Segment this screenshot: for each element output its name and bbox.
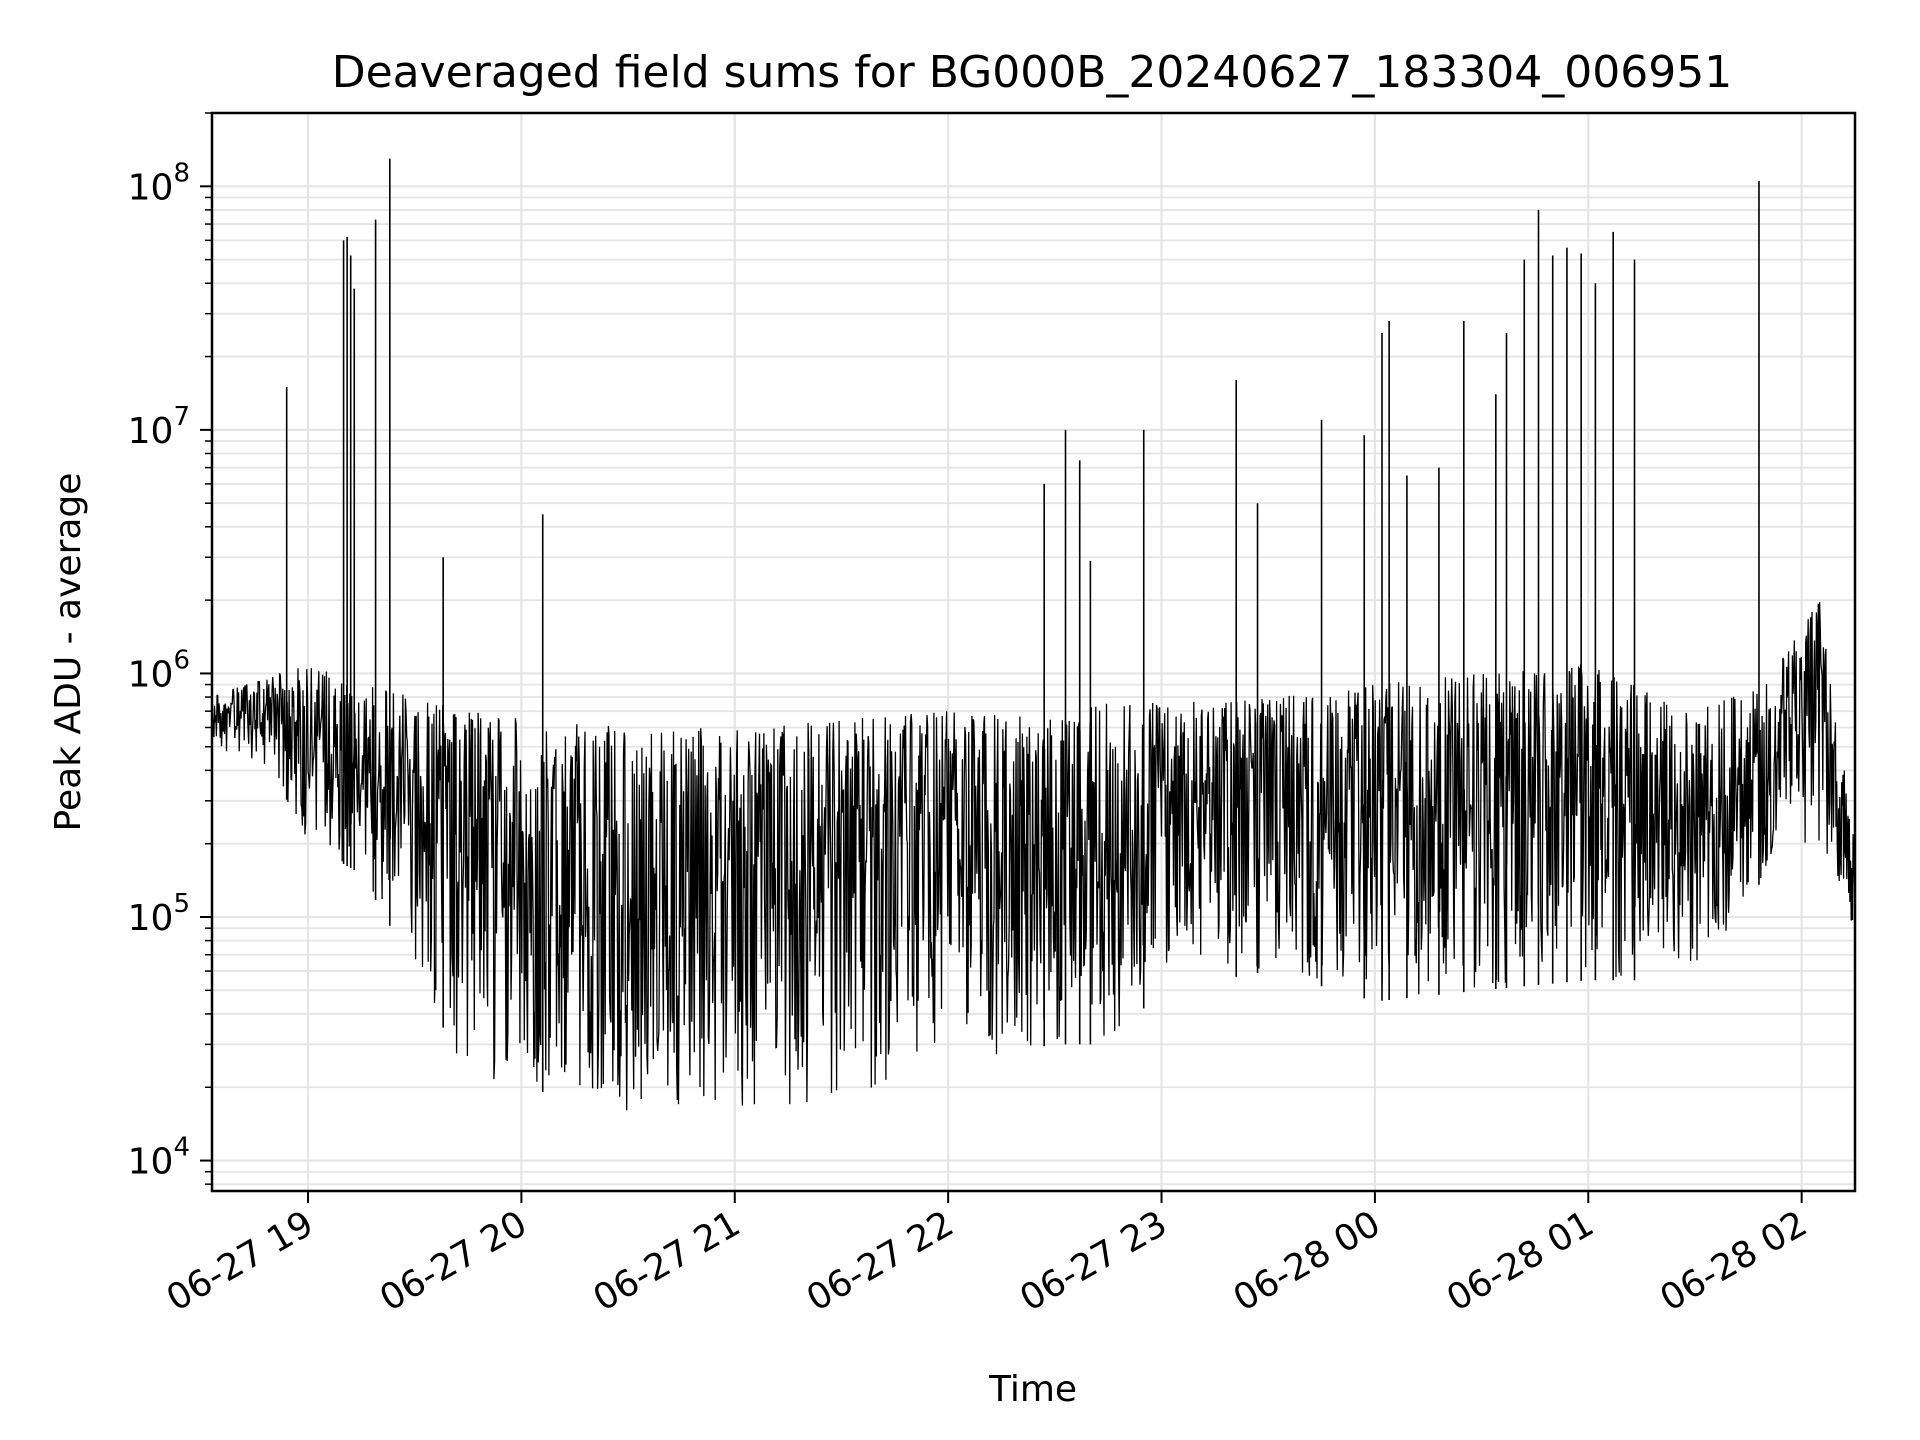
y-axis-label: Peak ADU - average [48, 473, 89, 832]
y-tick-label: 105 [128, 889, 190, 939]
series-group [211, 158, 1856, 1111]
chart-title: Deaveraged field sums for BG000B_2024062… [332, 47, 1733, 98]
y-tick-label: 107 [128, 402, 190, 452]
y-tick-label: 108 [128, 158, 190, 208]
y-tick-label: 104 [128, 1133, 190, 1183]
x-axis-label: Time [988, 1369, 1077, 1410]
plot-frame [210, 111, 1857, 1193]
y-tick-label: 106 [128, 645, 190, 695]
y-axis-ticks: 104 105 106 107 108 [128, 112, 212, 1185]
